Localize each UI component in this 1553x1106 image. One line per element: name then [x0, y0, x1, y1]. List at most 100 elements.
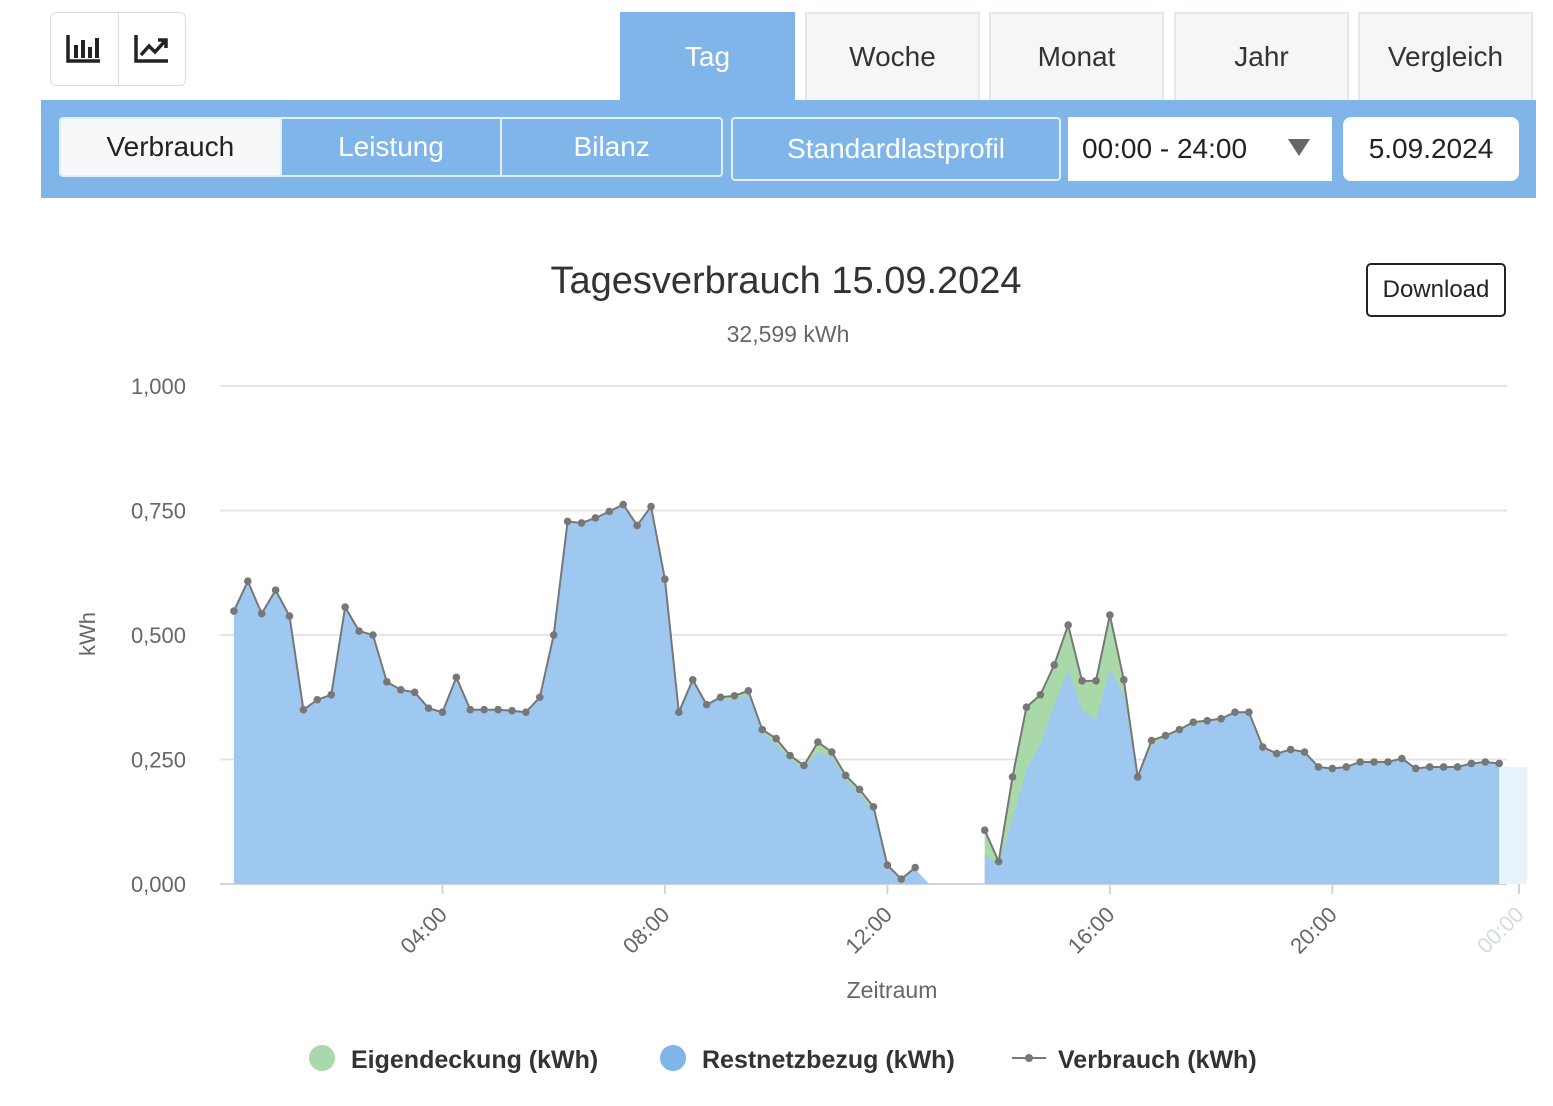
standard-load-profile-button[interactable]: Standardlastprofil	[731, 117, 1061, 181]
verbrauch-point	[1286, 745, 1295, 754]
verbrauch-point	[675, 708, 683, 716]
verbrauch-point	[1481, 758, 1490, 766]
line-chart-view-button[interactable]	[117, 13, 186, 85]
verbrauch-point	[730, 691, 739, 700]
verbrauch-point	[911, 863, 920, 872]
bar-chart-view-button[interactable]	[51, 13, 118, 85]
x-tick-label: 16:00	[1063, 902, 1120, 959]
verbrauch-point	[244, 577, 252, 586]
verbrauch-point	[1495, 759, 1503, 768]
filter-toolbar: Verbrauch Leistung Bilanz Standardlastpr…	[41, 100, 1536, 198]
date-field[interactable]: 5.09.2024	[1343, 117, 1519, 181]
legend-label-verbrauch: Verbrauch (kWh)	[1058, 1046, 1257, 1074]
legend-item-restnetzbezug[interactable]: Restnetzbezug (kWh)	[660, 1045, 955, 1074]
verbrauch-point	[1133, 773, 1142, 781]
verbrauch-point	[577, 519, 586, 527]
chart-subtitle: 32,599 kWh	[727, 321, 850, 347]
verbrauch-point	[744, 686, 753, 695]
legend-marker-verbrauch	[1025, 1054, 1033, 1062]
verbrauch-point	[369, 631, 377, 639]
verbrauch-point	[814, 738, 822, 746]
bar-chart-icon	[66, 35, 101, 63]
tab-month[interactable]: Monat	[989, 12, 1164, 100]
verbrauch-point	[980, 826, 989, 835]
verbrauch-point	[661, 575, 669, 584]
chevron-down-icon	[1288, 139, 1310, 156]
legend: Eigendeckung (kWh) Restnetzbezug (kWh) V…	[309, 1045, 1257, 1074]
y-tick-label: 1,000	[131, 374, 186, 399]
subtab-leistung[interactable]: Leistung	[279, 119, 501, 175]
x-tick-label: 20:00	[1285, 902, 1342, 959]
verbrauch-point	[327, 690, 336, 699]
verbrauch-point	[1161, 731, 1170, 740]
y-tick-label: 0,000	[131, 872, 186, 897]
verbrauch-point	[230, 607, 238, 615]
verbrauch-point	[1022, 703, 1031, 712]
x-tick-label: 00:00	[1472, 902, 1529, 959]
y-axis-label: kWh	[75, 612, 100, 656]
verbrauch-point	[1314, 763, 1323, 771]
restnetzbezug-area	[984, 669, 1500, 884]
verbrauch-point	[897, 875, 906, 883]
subtab-bilanz[interactable]: Bilanz	[500, 119, 721, 175]
verbrauch-point	[1175, 725, 1184, 734]
verbrauch-point	[647, 502, 655, 511]
verbrauch-point	[1342, 763, 1351, 771]
verbrauch-point	[549, 631, 558, 639]
verbrauch-point	[841, 771, 850, 780]
time-range-select[interactable]: 00:00 - 24:00	[1068, 117, 1332, 181]
legend-marker-eigendeckung	[309, 1045, 335, 1071]
x-tick-label: 12:00	[840, 902, 897, 959]
tab-day[interactable]: Tag	[620, 12, 795, 100]
tab-compare[interactable]: Vergleich	[1358, 12, 1533, 100]
verbrauch-point	[883, 861, 892, 869]
verbrauch-point	[1411, 764, 1420, 773]
verbrauch-point	[1356, 758, 1364, 766]
legend-marker-restnetzbezug	[660, 1045, 686, 1071]
verbrauch-point	[591, 514, 600, 522]
legend-label-restnetzbezug: Restnetzbezug (kWh)	[702, 1046, 955, 1074]
verbrauch-point	[1398, 754, 1406, 763]
subtab-verbrauch[interactable]: Verbrauch	[61, 119, 280, 175]
verbrauch-point	[1203, 716, 1212, 725]
x-tick-label: 04:00	[395, 902, 452, 959]
verbrauch-point	[800, 761, 808, 770]
verbrauch-point	[1425, 763, 1434, 771]
verbrauch-point	[480, 705, 488, 714]
legend-item-verbrauch[interactable]: Verbrauch (kWh)	[1012, 1046, 1257, 1074]
verbrauch-point	[1008, 773, 1017, 781]
verbrauch-point	[563, 517, 572, 526]
verbrauch-point	[285, 612, 294, 620]
verbrauch-point	[466, 705, 475, 714]
verbrauch-point	[313, 695, 322, 704]
current-interval-highlight	[1499, 766, 1527, 884]
verbrauch-point	[1147, 736, 1156, 745]
verbrauch-point	[257, 609, 266, 618]
download-button[interactable]: Download	[1366, 263, 1506, 317]
verbrauch-point	[410, 688, 419, 697]
trend-line-icon	[134, 35, 168, 63]
verbrauch-point	[1439, 763, 1448, 771]
verbrauch-point	[716, 693, 725, 702]
verbrauch-point	[271, 586, 280, 594]
verbrauch-point	[1036, 690, 1045, 699]
verbrauch-point	[855, 785, 864, 794]
y-tick-label: 0,500	[131, 623, 186, 648]
verbrauch-point	[1092, 677, 1100, 685]
tab-week[interactable]: Woche	[805, 12, 980, 100]
verbrauch-point	[1370, 758, 1378, 766]
verbrauch-point	[396, 685, 405, 694]
y-tick-label: 0,250	[131, 748, 186, 773]
verbrauch-point	[1064, 621, 1072, 629]
verbrauch-point	[869, 803, 878, 811]
verbrauch-point	[299, 705, 308, 714]
x-axis-label: Zeitraum	[847, 977, 938, 1003]
verbrauch-point	[1106, 611, 1114, 619]
chart-points	[230, 500, 1503, 883]
verbrauch-point	[1384, 758, 1392, 766]
verbrauch-point	[508, 706, 516, 715]
verbrauch-point	[452, 673, 461, 682]
legend-item-eigendeckung[interactable]: Eigendeckung (kWh)	[309, 1045, 598, 1074]
tab-year[interactable]: Jahr	[1174, 12, 1349, 100]
verbrauch-point	[1467, 759, 1476, 768]
